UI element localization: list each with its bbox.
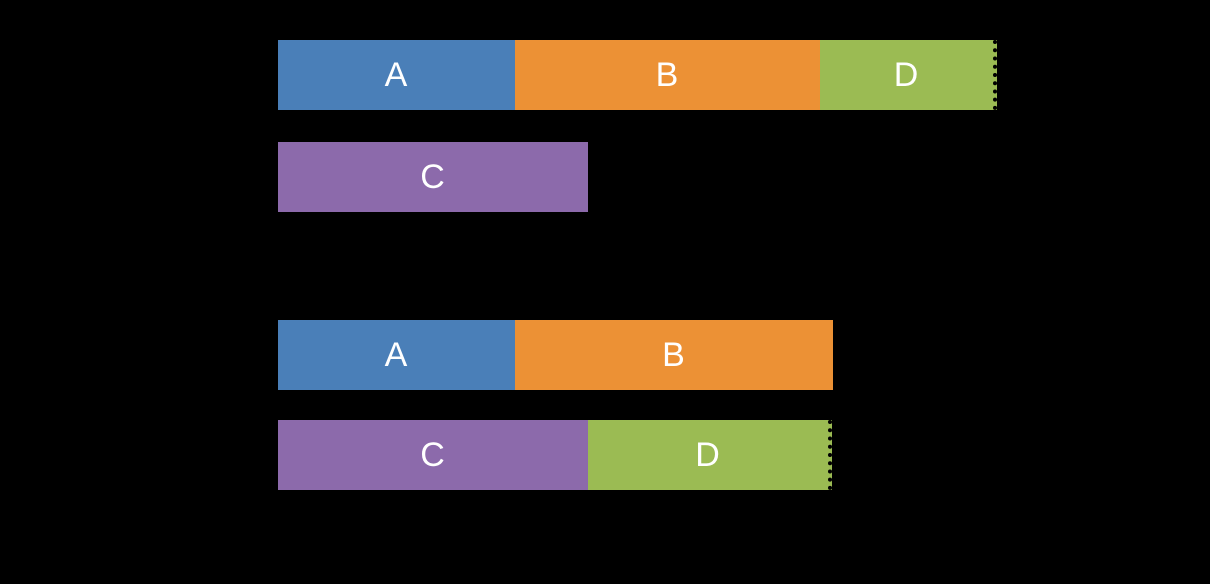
bar-label: A [385, 336, 409, 375]
bar-label: B [656, 56, 680, 95]
bar-g1r1-D: D [820, 40, 997, 110]
bar-g1r1-B: B [515, 40, 820, 110]
bar-g2r2-C: C [278, 420, 588, 490]
bar-g1r1-A: A [278, 40, 515, 110]
bar-label: D [695, 436, 721, 475]
bar-label: C [420, 158, 446, 197]
bar-label: D [894, 56, 920, 95]
bar-g2r1-A: A [278, 320, 515, 390]
bar-g2r2-D: D [588, 420, 832, 490]
diagram-canvas: A B D C A B C D [0, 0, 1210, 584]
bar-label: A [385, 56, 409, 95]
bar-g1r2-C: C [278, 142, 588, 212]
bar-g2r1-B: B [515, 320, 833, 390]
bar-label: C [420, 436, 446, 475]
bar-label: B [662, 336, 686, 375]
